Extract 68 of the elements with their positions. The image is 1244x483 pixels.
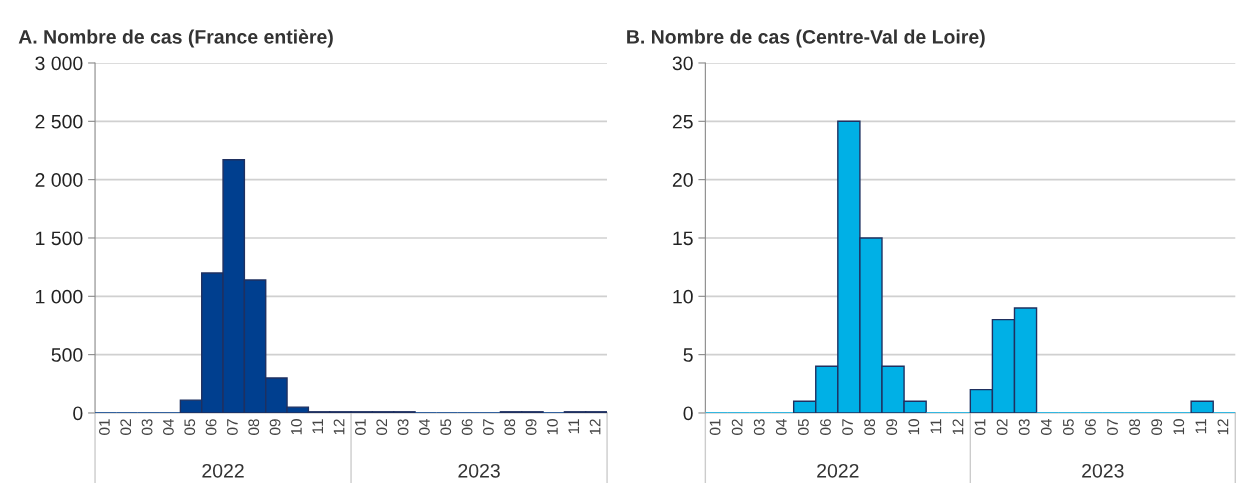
y-tick-label: 3 000 [35, 56, 83, 71]
y-tick-label: 10 [673, 289, 693, 304]
x-tick-label: 04 [775, 418, 787, 435]
x-tick-label: 06 [205, 419, 217, 435]
x-tick-label: 01 [355, 419, 366, 435]
x-tick-label: 08 [504, 419, 516, 435]
x-tick-label: 05 [798, 419, 809, 435]
x-tick-label: 08 [1129, 419, 1141, 435]
x-tick-label: 09 [1151, 419, 1163, 435]
x-tick-label: 04 [1040, 418, 1052, 435]
x-tick-label: 08 [864, 419, 876, 435]
x-tick-label: 10 [1173, 419, 1185, 435]
x-tick-label: 10 [291, 419, 302, 435]
y-tick-label: 5 [683, 348, 693, 362]
x-tick-label: 11 [1195, 419, 1207, 434]
x-tick-label: 04 [163, 418, 174, 435]
x-tick-label: 12 [952, 419, 964, 435]
x-tick-label: 01 [974, 419, 986, 435]
x-tick-label: 01 [98, 419, 110, 435]
x-tick-label: 06 [1085, 419, 1096, 435]
text: 2022 [202, 463, 244, 478]
x-tick-label: 12 [1217, 419, 1229, 435]
x-tick-label: 02 [376, 419, 388, 435]
x-tick-label: 07 [842, 419, 853, 435]
text: 2022 [817, 463, 859, 478]
y-tick-label: 15 [673, 231, 693, 246]
y-tick-label: 30 [672, 56, 693, 71]
x-tick-label: 11 [930, 419, 942, 434]
x-tick-label: 03 [1018, 419, 1030, 435]
x-tick-label: 04 [419, 418, 430, 435]
x-tick-label: 01 [709, 419, 721, 435]
x-tick-label: 02 [120, 419, 132, 435]
y-tick-label: 500 [51, 348, 83, 362]
x-tick-label: 06 [820, 419, 831, 435]
x-tick-label: 12 [589, 419, 601, 435]
x-tick-label: 07 [227, 419, 238, 435]
x-tick-label: 09 [269, 419, 281, 435]
x-tick-label: 06 [461, 419, 473, 435]
y-tick-label: 0 [73, 406, 83, 421]
y-tick-label: 2 500 [35, 114, 83, 129]
x-tick-label: 07 [1107, 419, 1118, 435]
x-tick-label: 09 [525, 419, 537, 435]
x-tick-label: 10 [908, 419, 920, 435]
x-tick-label: 05 [184, 419, 196, 435]
y-tick-label: 1 000 [36, 289, 83, 304]
chart-title: A. Nombre de cas (France entière) [18, 29, 333, 48]
x-tick-label: 12 [333, 419, 345, 435]
x-tick-label: 08 [248, 419, 260, 435]
y-tick-label: 20 [672, 173, 693, 187]
y-tick-label: 25 [672, 114, 693, 129]
x-tick-label: 03 [753, 419, 765, 435]
x-tick-label: 05 [440, 419, 452, 435]
x-tick-label: 09 [886, 419, 898, 435]
x-tick-label: 05 [1062, 419, 1074, 435]
x-tick-label: 03 [141, 419, 153, 435]
text: 2023 [1082, 463, 1124, 478]
x-tick-label: 03 [397, 419, 409, 435]
x-tick-label: 11 [568, 419, 580, 434]
y-tick-label: 2 000 [35, 173, 83, 187]
y-tick-label: 1 500 [36, 231, 83, 246]
chart-title: B. Nombre de cas (Centre-Val de Loire) [627, 29, 985, 48]
x-tick-label: 10 [547, 419, 558, 435]
y-tick-label: 0 [683, 406, 693, 421]
text: 2023 [458, 463, 500, 478]
x-tick-label: 02 [996, 419, 1008, 435]
x-tick-label: 02 [731, 419, 743, 435]
x-tick-label: 07 [483, 419, 494, 435]
x-tick-label: 11 [312, 419, 324, 434]
